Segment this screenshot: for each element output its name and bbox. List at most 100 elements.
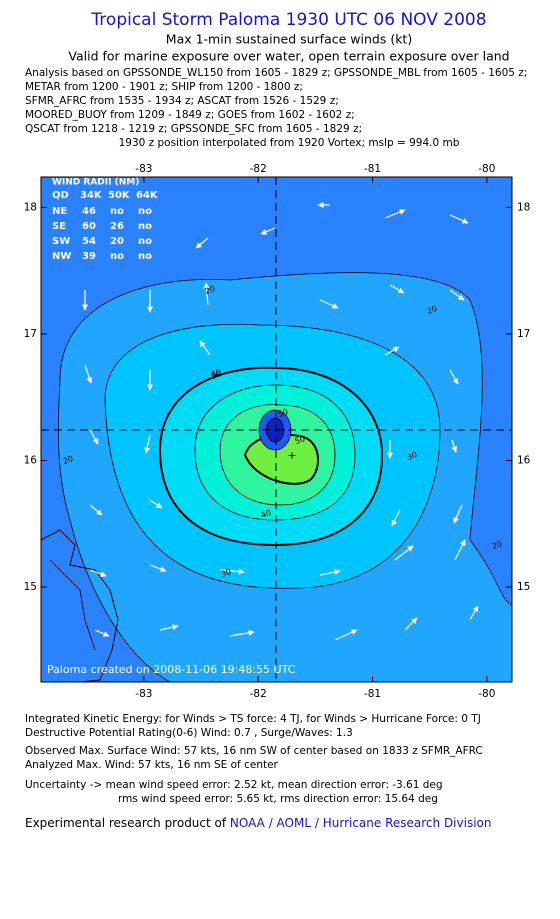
footer-line: Integrated Kinetic Energy: for Winds > T… [25, 713, 481, 725]
wind-arrow [454, 539, 466, 561]
radii-cell: 26 [110, 221, 124, 232]
wind-arrow [384, 346, 400, 356]
x-tick-label: -83 [135, 688, 152, 700]
source-line: METAR from 1200 - 1901 z; SHIP from 1200… [25, 81, 303, 93]
footer-line: Destructive Potential Rating(0-6) Wind: … [25, 727, 353, 739]
radii-header: QD [52, 190, 69, 201]
source-line: SFMR_AFRC from 1535 - 1934 z; ASCAT from… [25, 95, 339, 107]
title: Tropical Storm Paloma 1930 UTC 06 NOV 20… [90, 10, 486, 30]
wind-arrow [149, 499, 163, 509]
contour-label: 50 [277, 407, 290, 419]
y-tick-label: 17 [24, 328, 37, 340]
coastline [41, 529, 119, 682]
radii-cell: SW [52, 236, 70, 247]
source-line: QSCAT from 1218 - 1219 z; GPSSONDE_SFC f… [25, 123, 362, 135]
contour-label: 40 [260, 508, 273, 520]
coastline [49, 559, 96, 651]
contour-label: 30 [220, 567, 233, 579]
map-footer: Paloma created on 2008-11-06 19:48:55 UT… [47, 663, 296, 676]
radii-cell: no [138, 236, 152, 247]
radii-header: 34K [80, 190, 103, 201]
footer-line: Uncertainty -> mean wind speed error: 2.… [25, 779, 443, 791]
x-tick-label: -82 [250, 163, 267, 175]
wind-arrow [159, 624, 179, 631]
source-line: MOORED_BUOY from 1209 - 1849 z; GOES fro… [25, 109, 355, 121]
contour-label: 30 [210, 369, 223, 381]
wind-arrow [84, 364, 93, 384]
footer-line: rms wind speed error: 5.65 kt, rms direc… [118, 793, 438, 805]
wind-arrow [89, 569, 107, 577]
wind-arrow [89, 429, 99, 445]
radii-cell: 20 [110, 236, 124, 247]
wind-vectors [82, 202, 479, 641]
footer: Integrated Kinetic Energy: for Winds > T… [25, 713, 491, 830]
contour-label: 50 [294, 434, 307, 446]
radii-cell: no [138, 221, 152, 232]
contour-label: 30 [406, 450, 419, 462]
footer-line: Observed Max. Surface Wind: 57 kts, 16 n… [25, 745, 483, 757]
wind-arrow [391, 509, 401, 527]
x-tick-label: -82 [250, 688, 267, 700]
x-tick-label: -80 [478, 163, 495, 175]
y-tick-label: 16 [24, 455, 38, 467]
wind-arrow [469, 605, 479, 621]
y-tick-label: 18 [24, 201, 37, 213]
subtitle: Max 1-min sustained surface winds (kt) [166, 32, 412, 47]
contour-label: 20 [62, 454, 75, 466]
contour-label: 20 [426, 304, 439, 316]
x-tick-label: -81 [364, 688, 381, 700]
x-tick-label: -81 [364, 163, 381, 175]
wind-arrow [203, 282, 210, 306]
wind-arrow [319, 299, 339, 309]
radii-cell: SE [52, 221, 66, 232]
credit-link[interactable]: NOAA / AOML / Hurricane Research Divisio… [230, 816, 492, 830]
radii-cell: 46 [82, 206, 96, 217]
radii-cell: NW [52, 251, 71, 262]
wind-arrow [449, 289, 465, 301]
wind-arrow [94, 629, 110, 637]
x-tick-label: -83 [135, 163, 152, 175]
source-line: Analysis based on GPSSONDE_WL150 from 16… [25, 67, 527, 79]
credit-text: Experimental research product of [25, 816, 230, 830]
wind-arrow [384, 209, 406, 219]
wind-arrow [229, 629, 255, 637]
x-tick-label: -80 [478, 688, 495, 700]
y-tick-label: 18 [517, 201, 530, 213]
radii-cell: 39 [82, 251, 96, 262]
wind-arrow [389, 284, 405, 294]
radii-cell: no [110, 206, 124, 217]
contour-label: 20 [204, 284, 217, 296]
radii-cell: 60 [82, 221, 96, 232]
wind-arrow [144, 434, 151, 454]
radii-cell: no [110, 251, 124, 262]
contour-label: 20 [491, 539, 504, 551]
footer-line: Analyzed Max. Wind: 57 kts, 16 nm SE of … [25, 759, 279, 771]
wind-radii-table: WIND RADII (NM) QD 34K 50K 64K NE 46 no no SE 60 2… [52, 178, 159, 263]
sources: Analysis based on GPSSONDE_WL150 from 16… [25, 67, 527, 135]
position: 1930 z position interpolated from 1920 V… [119, 137, 460, 149]
max-wind-marker: + [287, 449, 296, 462]
wind-arrow [260, 227, 276, 235]
radii-cell: 54 [82, 236, 96, 247]
radii-header: 50K [108, 190, 131, 201]
wind-arrow [334, 629, 358, 641]
wind-arrow [89, 504, 103, 516]
radii-cell: no [138, 206, 152, 217]
wind-arrow [319, 569, 341, 576]
wind-arrow [449, 369, 459, 385]
radii-title: WIND RADII (NM) [52, 178, 139, 188]
wind-arrow [199, 340, 211, 356]
validity: Valid for marine exposure over water, op… [68, 49, 509, 64]
map-frame [40, 176, 513, 683]
credit: Experimental research product of NOAA / … [25, 816, 491, 830]
wind-arrow [451, 439, 458, 453]
y-tick-label: 15 [24, 581, 37, 593]
wind-arrow [195, 237, 209, 249]
radii-cell: NE [52, 206, 67, 217]
wind-arrow [149, 564, 167, 572]
map: + Paloma created on 2008-11-06 19:48:55 … [41, 177, 512, 682]
y-tick-label: 15 [517, 581, 530, 593]
y-tick-label: 16 [517, 455, 531, 467]
wind-arrow [404, 617, 418, 631]
